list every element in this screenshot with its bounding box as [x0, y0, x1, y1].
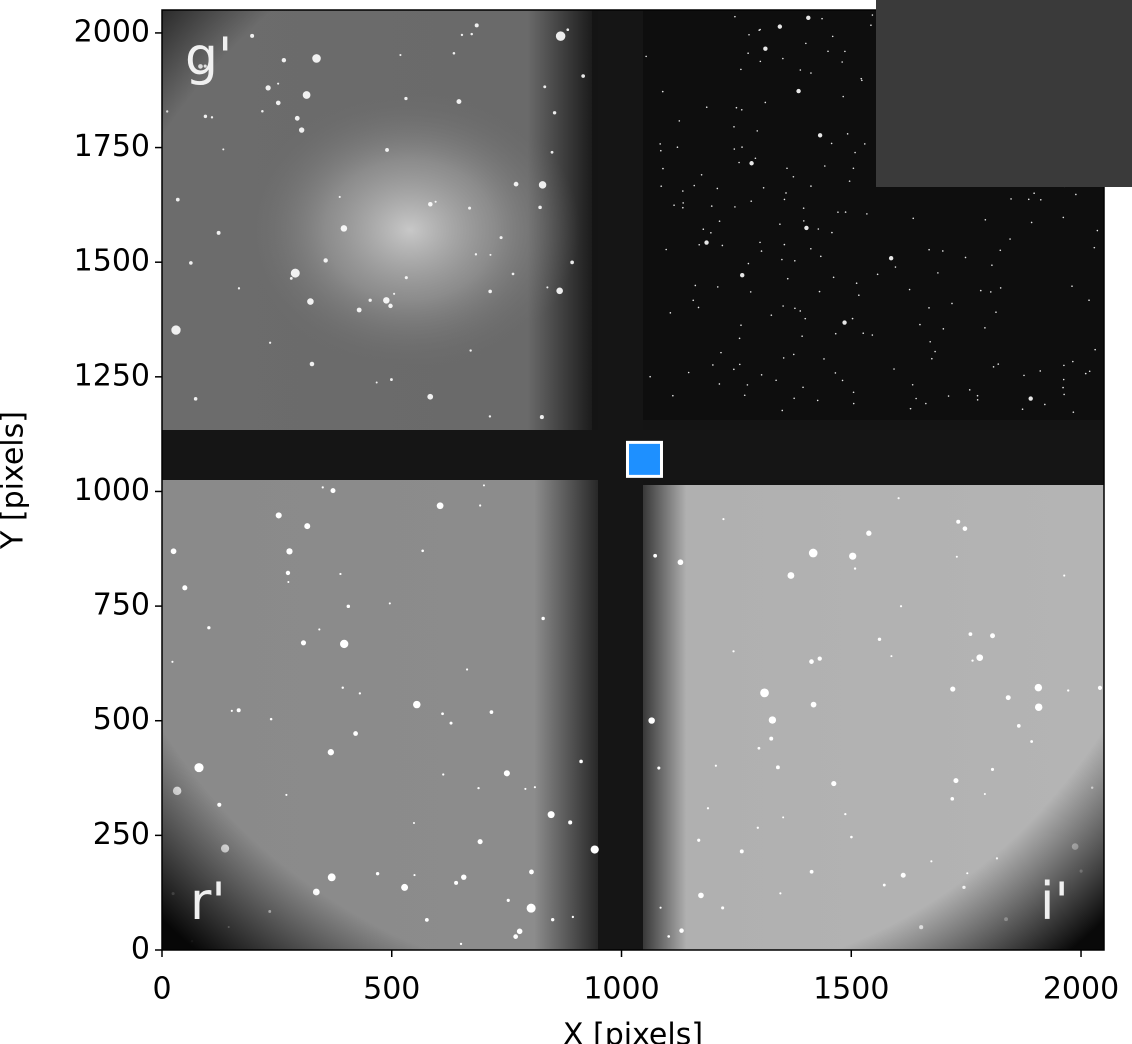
quadrant-label: g' — [185, 27, 232, 87]
y-tick-label: 500 — [93, 702, 150, 737]
x-axis-label: X [pixels] — [563, 1018, 703, 1044]
overlay-panel — [876, 0, 1132, 187]
x-tick-label: 0 — [152, 972, 171, 1007]
y-tick-label: 250 — [93, 817, 150, 852]
y-tick-label: 0 — [131, 932, 150, 967]
y-tick-label: 1500 — [74, 244, 150, 279]
y-axis-label: Y [pixels] — [0, 411, 31, 550]
y-tick-label: 1250 — [74, 358, 150, 393]
x-tick-label: 1000 — [583, 972, 659, 1007]
marker — [627, 442, 661, 476]
y-tick-label: 750 — [93, 588, 150, 623]
x-tick-label: 500 — [363, 972, 420, 1007]
quadrant-label: i' — [1040, 872, 1069, 932]
chart: g' r' i' X [pixels] Y [pixels] 0 500 1000 1… — [0, 0, 1132, 1044]
x-tick-label: 1500 — [813, 972, 889, 1007]
y-tick-label: 1000 — [74, 473, 150, 508]
y-tick-label: 2000 — [74, 14, 150, 49]
y-tick-label: 1750 — [74, 129, 150, 164]
x-tick-label: 2000 — [1043, 972, 1119, 1007]
quadrant-label: r' — [190, 872, 226, 932]
